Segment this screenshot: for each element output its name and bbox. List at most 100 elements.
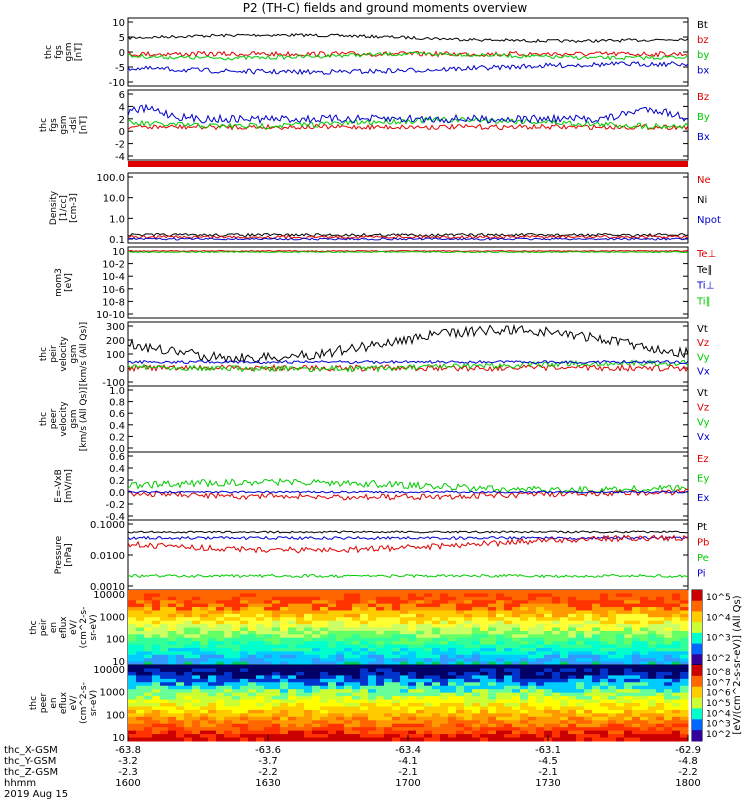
heatmap-cell <box>160 590 169 594</box>
heatmap-cell <box>328 685 337 690</box>
colorbar-tick: 10^5 <box>706 699 731 709</box>
heatmap-cell <box>168 689 177 694</box>
heatmap-cell <box>136 600 145 605</box>
heatmap-cell <box>128 709 137 714</box>
heatmap-cell <box>432 610 441 615</box>
heatmap-cell <box>224 734 233 739</box>
heatmap-cell <box>208 675 217 680</box>
ytick-label: 10 <box>112 733 125 744</box>
heatmap-cell <box>456 634 465 639</box>
heatmap-cell <box>496 637 505 642</box>
heatmap-cell <box>312 600 321 605</box>
heatmap-cell <box>216 596 225 601</box>
heatmap-cell <box>176 610 185 615</box>
heatmap-cell <box>176 603 185 608</box>
heatmap-cell <box>520 675 529 680</box>
heatmap-cell <box>144 716 153 721</box>
heatmap-cell <box>264 696 273 701</box>
heatmap-cell <box>240 627 249 632</box>
heatmap-cell <box>424 651 433 656</box>
heatmap-cell <box>344 600 353 605</box>
heatmap-cell <box>512 590 521 594</box>
heatmap-cell <box>328 624 337 628</box>
heatmap-cell <box>160 613 169 618</box>
heatmap-cell <box>168 699 177 704</box>
heatmap-cell <box>448 603 457 608</box>
heatmap-cell <box>216 607 225 611</box>
heatmap-cell <box>352 637 361 642</box>
heatmap-cell <box>656 734 665 739</box>
heatmap-cell <box>488 692 497 697</box>
heatmap-cell <box>152 665 161 669</box>
heatmap-cell <box>488 634 497 639</box>
heatmap-cell <box>472 709 481 714</box>
heatmap-cell <box>608 637 617 642</box>
heatmap-cell <box>328 593 337 598</box>
heatmap-cell <box>264 647 273 652</box>
heatmap-cell <box>280 678 289 683</box>
heatmap-cell <box>352 709 361 714</box>
heatmap-cell <box>288 713 297 718</box>
heatmap-cell <box>576 675 585 680</box>
heatmap-cell <box>184 654 193 659</box>
heatmap-cell <box>520 737 529 742</box>
heatmap-cell <box>448 709 457 714</box>
heatmap-cell <box>248 734 257 739</box>
heatmap-cell <box>272 637 281 642</box>
heatmap-cell <box>136 730 145 735</box>
heatmap-cell <box>288 627 297 632</box>
heatmap-cell <box>584 692 593 697</box>
heatmap-cell <box>456 675 465 680</box>
heatmap-cell <box>480 682 489 687</box>
heatmap-cell <box>448 713 457 718</box>
heatmap-cell <box>312 678 321 683</box>
heatmap-cell <box>568 720 577 725</box>
heatmap-cell <box>416 610 425 615</box>
heatmap-cell <box>632 647 641 652</box>
heatmap-cell <box>592 661 601 666</box>
heatmap-cell <box>536 678 545 683</box>
heatmap-cell <box>416 613 425 618</box>
heatmap-cell <box>424 644 433 649</box>
heatmap-cell <box>272 689 281 694</box>
heatmap-cell <box>296 727 305 732</box>
heatmap-cell <box>208 634 217 639</box>
heatmap-cell <box>432 593 441 598</box>
heatmap-cell <box>584 730 593 735</box>
heatmap-cell <box>376 661 385 666</box>
heatmap-cell <box>432 703 441 707</box>
heatmap-cell <box>352 723 361 728</box>
heatmap-cell <box>592 727 601 732</box>
heatmap-cell <box>128 637 137 642</box>
heatmap-cell <box>200 720 209 725</box>
heatmap-cell <box>440 682 449 687</box>
heatmap-cell <box>432 737 441 742</box>
heatmap-cell <box>520 685 529 690</box>
heatmap-cell <box>536 593 545 598</box>
heatmap-cell <box>264 716 273 721</box>
heatmap-cell <box>456 671 465 676</box>
heatmap-cell <box>392 641 401 646</box>
heatmap-cell <box>160 668 169 673</box>
heatmap-cell <box>552 689 561 694</box>
heatmap-cell <box>592 610 601 615</box>
heatmap-cell <box>464 703 473 707</box>
heatmap-cell <box>496 716 505 721</box>
heatmap-cell <box>672 678 681 683</box>
heatmap-cell <box>176 685 185 690</box>
heatmap-cell <box>312 689 321 694</box>
heatmap-cell <box>360 644 369 649</box>
heatmap-cell <box>216 682 225 687</box>
heatmap-cell <box>408 713 417 718</box>
heatmap-cell <box>488 709 497 714</box>
ytick-label: -0.2 <box>105 500 125 511</box>
heatmap-cell <box>624 689 633 694</box>
legend-Npot: Npot <box>697 215 721 226</box>
heatmap-cell <box>304 685 313 690</box>
heatmap-cell <box>176 658 185 663</box>
heatmap-cell <box>288 696 297 701</box>
heatmap-cell <box>200 617 209 622</box>
heatmap-cell <box>320 692 329 697</box>
heatmap-cell <box>456 613 465 618</box>
heatmap-cell <box>552 699 561 704</box>
